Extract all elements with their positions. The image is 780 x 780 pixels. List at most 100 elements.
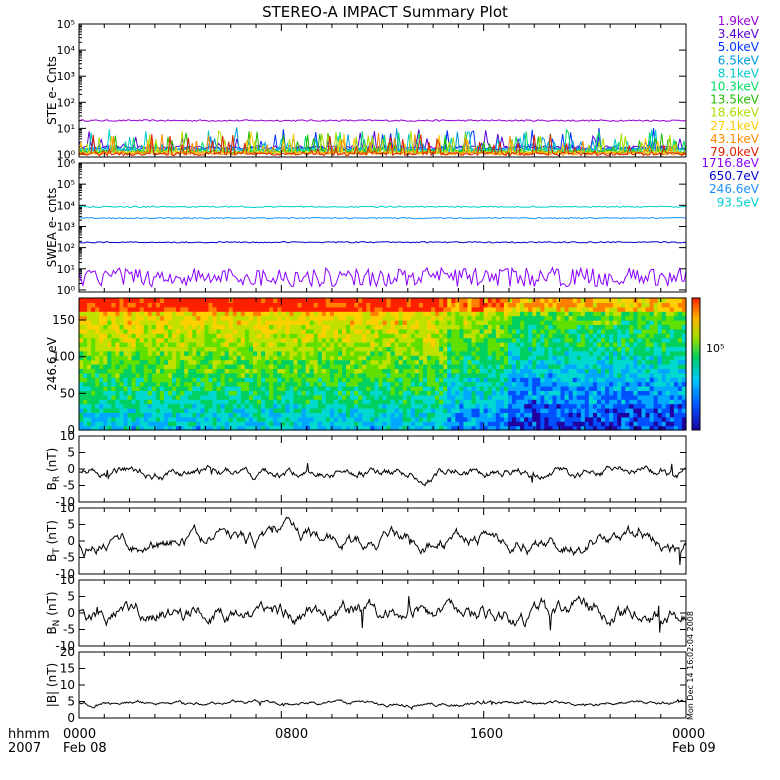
heatmap-cell — [613, 298, 618, 303]
heatmap-cell — [281, 342, 286, 347]
heatmap-cell — [123, 377, 129, 383]
heatmap-cell — [507, 412, 513, 418]
heatmap-cell — [168, 306, 173, 312]
heatmap-cell — [479, 328, 485, 334]
heatmap-cell — [390, 390, 396, 396]
heatmap-cell — [580, 364, 586, 369]
heatmap-cell — [374, 311, 380, 317]
heatmap-cell — [435, 377, 440, 383]
heatmap-cell — [119, 386, 125, 391]
heatmap-cell — [645, 346, 651, 352]
heatmap-cell — [402, 386, 408, 391]
heatmap-cell — [528, 368, 533, 374]
heatmap-cell — [184, 350, 189, 356]
heatmap-cell — [163, 364, 169, 369]
heatmap-cell — [382, 359, 388, 365]
heatmap-cell — [188, 337, 193, 343]
heatmap-cell — [645, 355, 651, 361]
heatmap-cell — [204, 355, 210, 361]
heatmap-cell — [402, 311, 408, 317]
heatmap-cell — [657, 412, 663, 418]
heatmap-cell — [386, 381, 392, 387]
heatmap-cell — [491, 390, 497, 396]
heatmap-cell — [410, 381, 416, 387]
heatmap-cell — [439, 394, 444, 400]
heatmap-cell — [406, 315, 412, 321]
heatmap-cell — [495, 342, 501, 347]
heatmap-cell — [155, 399, 161, 405]
heatmap-cell — [681, 408, 687, 413]
heatmap-cell — [564, 346, 570, 352]
heatmap-cell — [257, 311, 262, 317]
heatmap-cell — [297, 324, 303, 330]
heatmap-cell — [455, 408, 460, 413]
heatmap-cell — [119, 298, 125, 303]
heatmap-cell — [172, 324, 177, 330]
heatmap-cell — [236, 421, 242, 427]
heatmap-cell — [293, 337, 299, 343]
heatmap-cell — [677, 421, 683, 427]
heatmap-cell — [362, 346, 367, 352]
heatmap-cell — [273, 320, 278, 325]
heatmap-cell — [548, 386, 554, 391]
heatmap-cell — [362, 421, 367, 427]
heatmap-cell — [443, 359, 448, 365]
heatmap-cell — [325, 315, 331, 321]
heatmap-cell — [346, 350, 351, 356]
heatmap-cell — [503, 403, 509, 409]
heatmap-cell — [123, 394, 129, 400]
heatmap-cell — [427, 324, 432, 330]
heatmap-cell — [79, 399, 84, 405]
heatmap-cell — [568, 412, 574, 418]
heatmap-cell — [143, 408, 149, 413]
heatmap-cell — [147, 315, 153, 321]
heatmap-cell — [277, 368, 282, 374]
heatmap-cell — [155, 403, 161, 409]
heatmap-cell — [617, 368, 622, 374]
heatmap-cell — [224, 315, 230, 321]
heatmap-cell — [281, 381, 286, 387]
heatmap-cell — [325, 350, 331, 356]
heatmap-cell — [669, 416, 675, 422]
heatmap-cell — [625, 386, 630, 391]
heatmap-cell — [592, 346, 598, 352]
heatmap-cell — [289, 315, 295, 321]
heatmap-cell — [451, 377, 456, 383]
heatmap-cell — [370, 306, 376, 312]
heatmap-cell — [155, 298, 161, 303]
heatmap-cell — [418, 399, 424, 405]
heatmap-cell — [232, 350, 238, 356]
heatmap-cell — [87, 399, 92, 405]
heatmap-cell — [439, 390, 444, 396]
heatmap-cell — [657, 364, 663, 369]
heatmap-cell — [491, 421, 497, 427]
heatmap-cell — [402, 394, 408, 400]
heatmap-cell — [447, 386, 452, 391]
heatmap-cell — [382, 328, 388, 334]
legend-entry-27.1keV: 27.1keV — [710, 119, 760, 133]
heatmap-cell — [653, 394, 659, 400]
heatmap-cell — [459, 403, 465, 409]
heatmap-cell — [248, 298, 254, 303]
heatmap-cell — [524, 368, 529, 374]
heatmap-cell — [629, 425, 634, 431]
heatmap-cell — [617, 315, 622, 321]
heatmap-cell — [265, 368, 270, 374]
heatmap-cell — [204, 421, 210, 427]
heatmap-cell — [208, 394, 214, 400]
heatmap-cell — [95, 399, 100, 405]
heatmap-cell — [135, 399, 141, 405]
heatmap-cell — [200, 311, 206, 317]
heatmap-cell — [592, 355, 598, 361]
heatmap-cell — [653, 368, 659, 374]
heatmap-cell — [257, 390, 262, 396]
heatmap-cell — [196, 315, 201, 321]
heatmap-cell — [172, 399, 177, 405]
heatmap-cell — [253, 337, 258, 343]
heatmap-cell — [653, 377, 659, 383]
heatmap-cell — [511, 298, 517, 303]
heatmap-cell — [91, 359, 96, 365]
heatmap-cell — [293, 403, 299, 409]
heatmap-cell — [427, 386, 432, 391]
heatmap-cell — [584, 408, 590, 413]
